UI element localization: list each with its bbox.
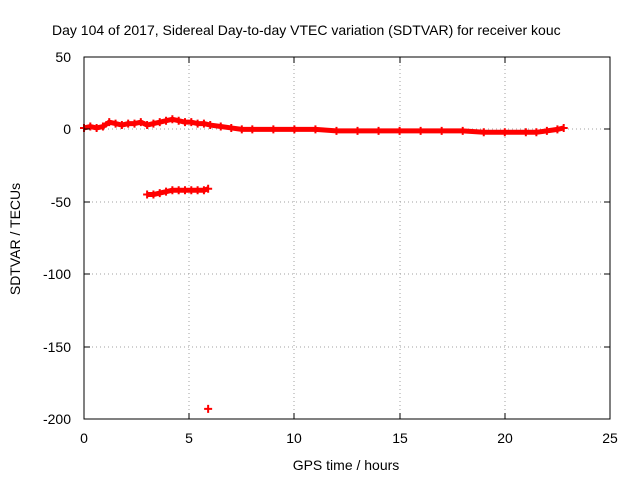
data-point: [206, 121, 215, 130]
data-point: [199, 186, 208, 195]
data-point: [311, 125, 320, 134]
data-point: [86, 122, 95, 131]
data-point: [479, 128, 488, 137]
data-point: [105, 118, 114, 127]
data-point: [437, 126, 446, 135]
data-point: [216, 122, 225, 131]
data-point: [542, 126, 551, 135]
data-point: [204, 184, 213, 193]
data-point: [187, 118, 196, 127]
y-tick-labels: 50 0 -50 -100 -150 -200: [43, 49, 71, 427]
data-point: [117, 121, 126, 130]
data-point: [155, 189, 164, 198]
data-point: [174, 116, 183, 125]
y-axis-label: SDTVAR / TECUs: [7, 183, 23, 295]
x-tick-labels: 0 5 10 15 20 25: [80, 430, 618, 446]
x-tick-label: 15: [392, 430, 408, 446]
data-point: [553, 125, 562, 134]
data-point: [290, 125, 299, 134]
x-tick-label: 10: [286, 430, 302, 446]
data-point: [92, 123, 101, 132]
data-point: [237, 125, 246, 134]
data-point: [162, 116, 171, 125]
data-point: [353, 126, 362, 135]
data-point: [248, 125, 257, 134]
data-point: [521, 128, 530, 137]
data-point: [332, 126, 341, 135]
data-point: [395, 126, 404, 135]
plot-frame: [83, 56, 611, 420]
data-point: [199, 119, 208, 128]
x-axis-label: GPS time / hours: [293, 457, 400, 473]
data-point: [500, 128, 509, 137]
data-point: [149, 190, 158, 199]
data-point: [143, 121, 152, 130]
y-tick-label: 50: [55, 49, 71, 65]
data-point: [136, 118, 145, 127]
data-point: [130, 119, 139, 128]
data-point: [204, 404, 213, 413]
data-point: [559, 123, 568, 132]
x-tick-label: 0: [80, 430, 88, 446]
data-point: [269, 125, 278, 134]
data-point: [111, 119, 120, 128]
y-tick-label: -50: [51, 194, 71, 210]
data-point: [149, 119, 158, 128]
data-point: [374, 126, 383, 135]
data-point: [227, 123, 236, 132]
data-point: [532, 128, 541, 137]
x-tick-label: 20: [497, 430, 513, 446]
data-point: [155, 118, 164, 127]
data-point: [98, 122, 107, 131]
y-tick-label: -150: [43, 339, 71, 355]
y-tick-label: 0: [63, 121, 71, 137]
y-tick-label: -100: [43, 266, 71, 282]
data-points: [80, 115, 568, 413]
data-point: [458, 126, 467, 135]
y-tick-label: -200: [43, 411, 71, 427]
grid: [84, 57, 610, 419]
data-point: [168, 115, 177, 124]
tick-marks: [83, 56, 611, 420]
data-point: [162, 187, 171, 196]
x-tick-label: 25: [602, 430, 618, 446]
chart-title: Day 104 of 2017, Sidereal Day-to-day VTE…: [52, 22, 561, 38]
x-tick-label: 5: [185, 430, 193, 446]
data-point: [416, 126, 425, 135]
